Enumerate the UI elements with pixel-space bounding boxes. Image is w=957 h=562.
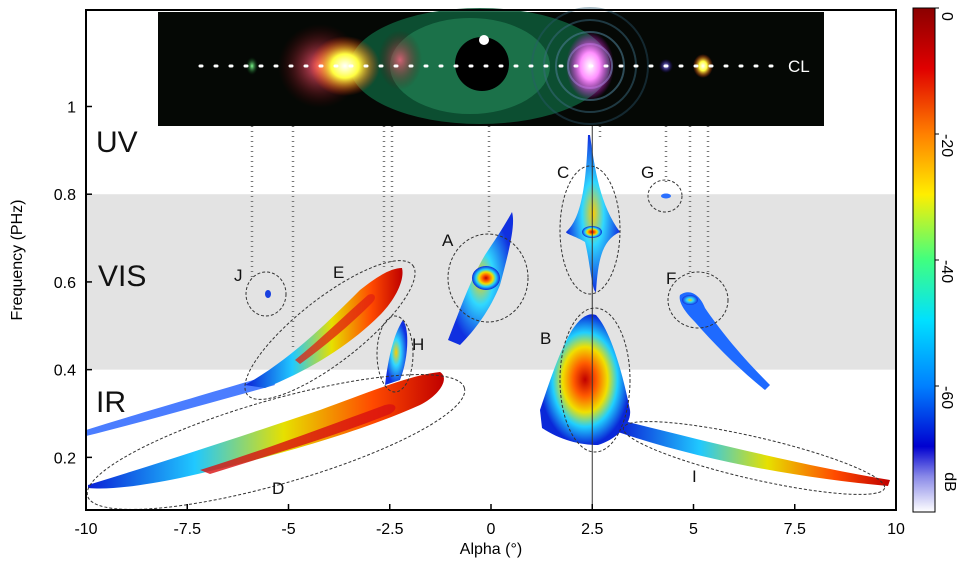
x-tick-label: -7.5 <box>173 521 201 538</box>
band-label-uv: UV <box>96 126 138 159</box>
feature-j-blob <box>265 290 271 298</box>
feature-h-outline <box>376 315 414 393</box>
feature-label-i: I <box>692 467 697 486</box>
band-label-ir: IR <box>96 386 126 419</box>
colorbar-ticks: 0 -20 -40 -60 <box>935 7 955 409</box>
feature-label-b: B <box>540 329 551 348</box>
feature-h-blob <box>385 320 408 385</box>
y-tick-label: 0.6 <box>54 275 76 292</box>
ir-streak <box>86 375 275 436</box>
feature-f-outline <box>667 271 729 329</box>
feature-b-blob <box>540 314 631 445</box>
feature-label-d: D <box>272 479 284 498</box>
inset-connectors <box>250 126 710 350</box>
x-tick-label: -10 <box>74 521 97 538</box>
colorbar-tick-label: -40 <box>938 260 955 283</box>
feature-f-blob <box>679 292 770 390</box>
colorbar-tick-label: -20 <box>938 134 955 157</box>
feature-e-blob <box>245 268 403 388</box>
band-label-vis: VIS <box>98 260 146 293</box>
feature-i-blob <box>618 420 890 486</box>
y-tick-label: 1 <box>67 99 76 116</box>
feature-label-c: C <box>557 163 569 182</box>
feature-d-blob <box>88 372 444 489</box>
feature-d-core <box>200 404 396 474</box>
feature-e-outline <box>244 260 416 400</box>
feature-g-outline <box>647 179 683 213</box>
x-tick-label: -2.5 <box>376 521 404 538</box>
feature-e-core <box>295 294 375 364</box>
colorbar-tick-label: 0 <box>938 12 955 21</box>
feature-label-j: J <box>234 266 243 285</box>
feature-i-outline <box>622 421 886 495</box>
feature-c-blob <box>566 135 620 292</box>
colorbar-tick-label: -60 <box>938 386 955 409</box>
x-tick-label: -5 <box>281 521 295 538</box>
x-axis-title: Alpha (°) <box>460 541 522 558</box>
feature-label-e: E <box>333 263 344 282</box>
x-tick-label: 2.5 <box>581 521 603 538</box>
feature-j-outline <box>245 271 287 317</box>
x-tick-label: 0 <box>487 521 496 538</box>
feature-a-outline <box>447 233 529 323</box>
feature-label-g: G <box>641 163 654 182</box>
x-ticks: -10 -7.5 -5 -2.5 0 2.5 5 7.5 10 <box>74 504 905 538</box>
y-tick-label: 0.8 <box>54 187 76 204</box>
y-tick-label: 0.2 <box>54 450 76 467</box>
y-ticks: 0.2 0.4 0.6 0.8 1 <box>54 99 92 467</box>
x-tick-label: 5 <box>689 521 698 538</box>
feature-g-blob <box>661 193 671 199</box>
colorbar <box>912 7 936 513</box>
x-tick-label: 10 <box>887 521 905 538</box>
feature-f-core <box>682 295 698 305</box>
feature-d-outline <box>86 374 466 510</box>
feature-label-f: F <box>666 269 676 288</box>
feature-b-outline <box>559 307 631 453</box>
x-tick-label: 7.5 <box>784 521 806 538</box>
feature-a-core <box>472 266 500 290</box>
feature-label-a: A <box>442 231 454 250</box>
y-axis-title: Frequency (PHz) <box>9 200 26 321</box>
y-tick-label: 0.4 <box>54 363 76 380</box>
colorbar-unit: dB <box>941 472 957 492</box>
feature-c-outline <box>559 165 621 295</box>
feature-label-h: H <box>412 335 424 354</box>
inset-cl-label: CL <box>788 57 810 76</box>
